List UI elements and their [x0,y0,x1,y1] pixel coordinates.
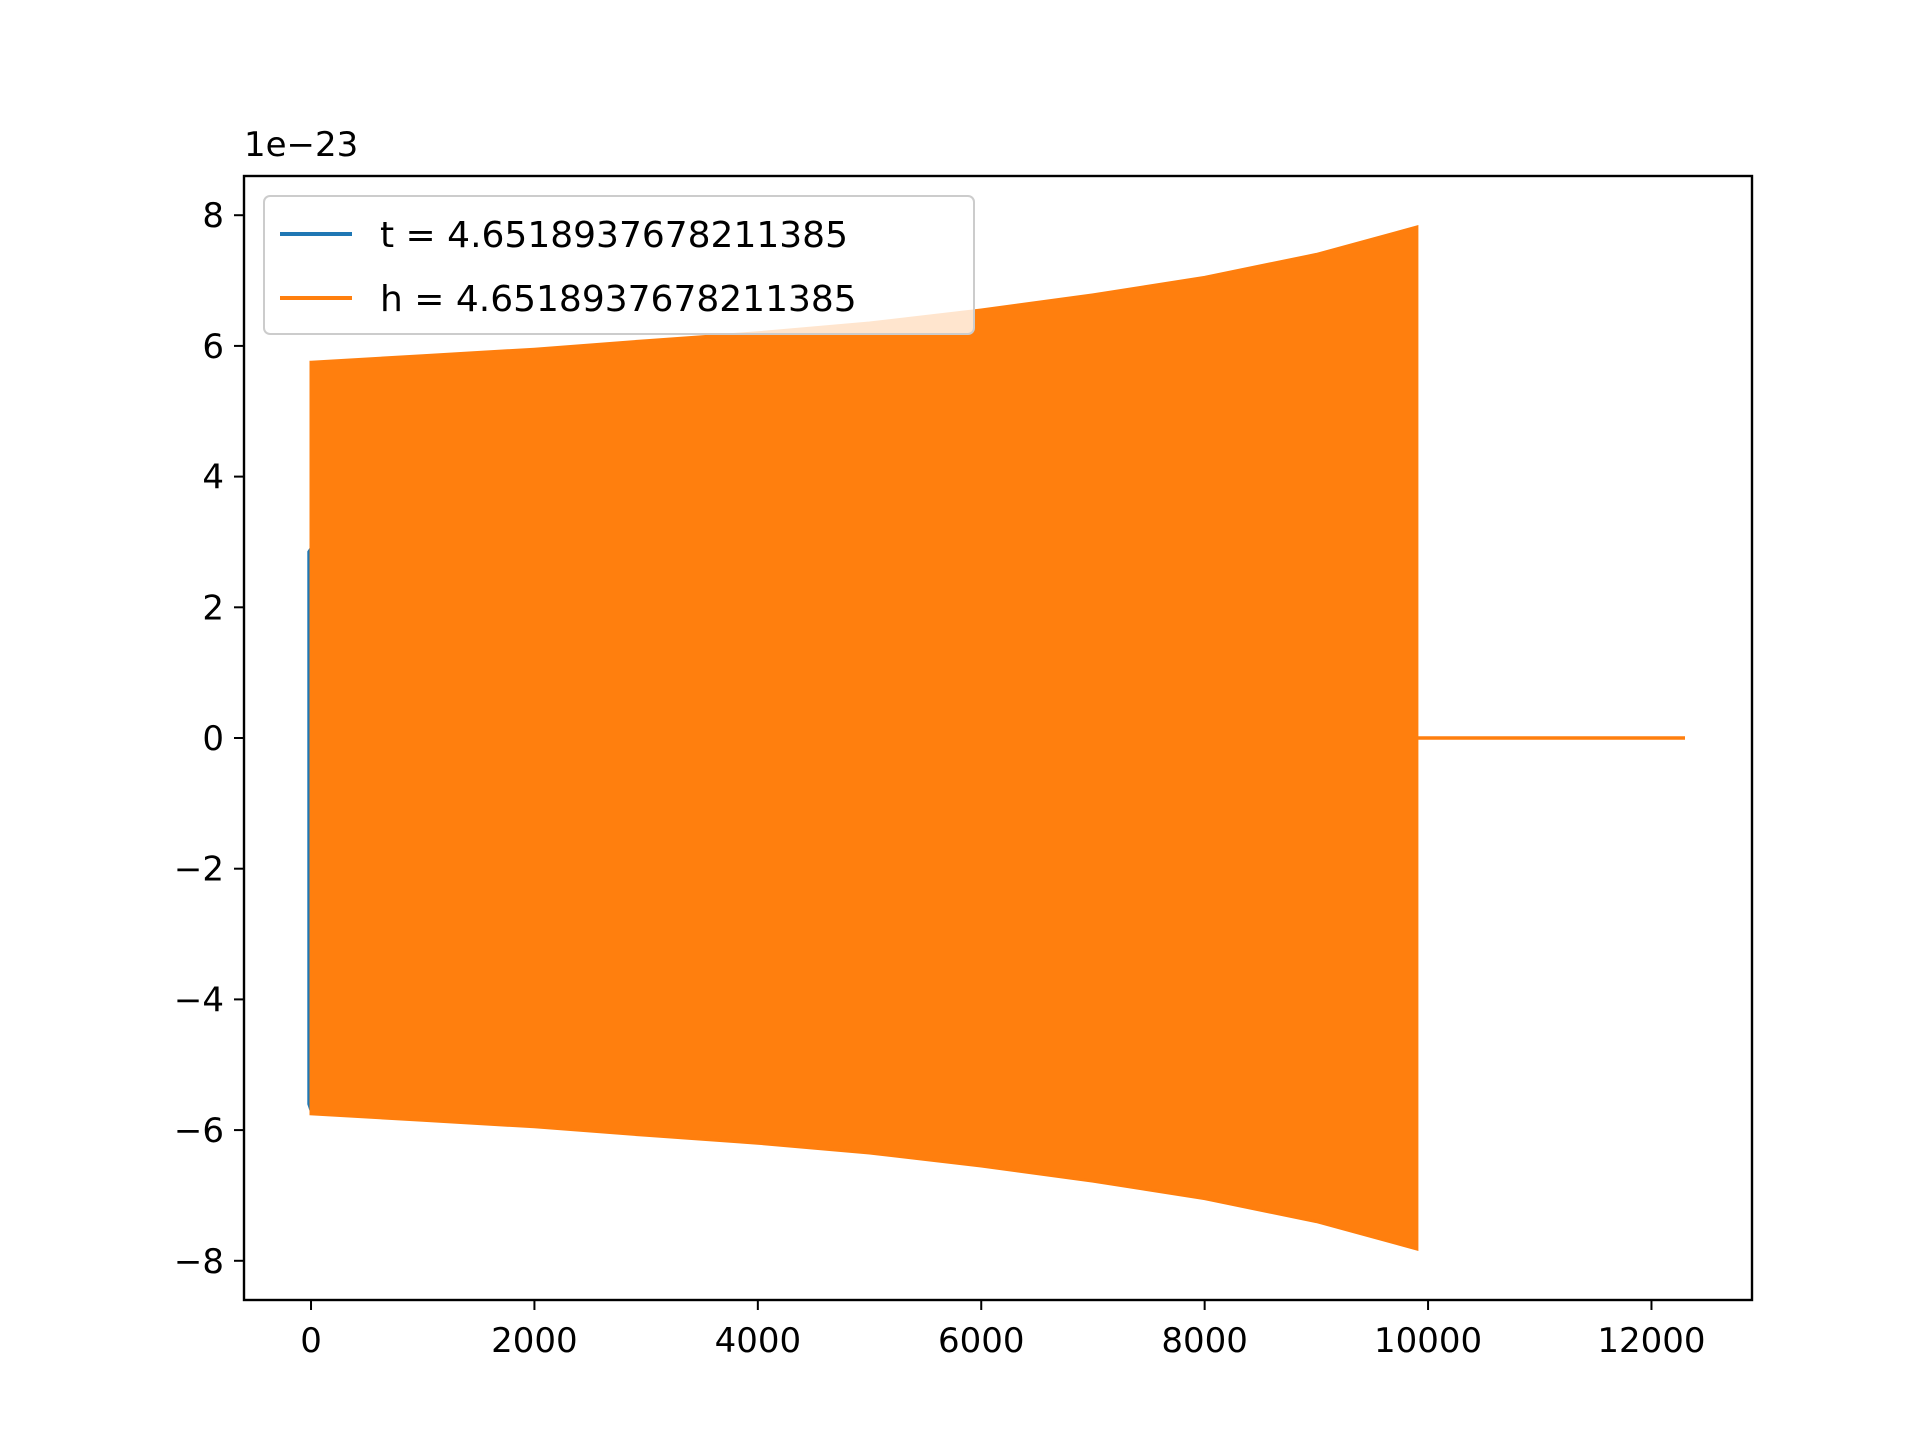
y-tick-label: 6 [202,327,224,367]
legend: t = 4.6518937678211385 h = 4.651893767821… [263,195,975,335]
x-tick-label: 8000 [1161,1321,1248,1361]
y-tick-label: −6 [174,1111,224,1151]
legend-label-0: t = 4.6518937678211385 [380,215,848,256]
y-offset-label: 1e−23 [244,125,358,165]
x-tick-label: 6000 [938,1321,1025,1361]
y-tick-label: 0 [202,719,224,759]
legend-box [263,195,975,335]
series-1-envelope [309,225,1419,1251]
x-axis: 0 2000 4000 6000 8000 10000 12000 [300,1300,1706,1361]
y-axis: 8 6 4 2 0 −2 −4 −6 −8 [174,196,244,1282]
y-tick-label: −4 [174,980,224,1020]
y-tick-label: 4 [202,458,224,498]
legend-label-1: h = 4.6518937678211385 [380,279,857,320]
x-tick-label: 4000 [715,1321,802,1361]
y-tick-label: 8 [202,196,224,236]
x-tick-label: 0 [300,1321,322,1361]
y-tick-label: 2 [202,588,224,628]
y-tick-label: −2 [174,850,224,890]
series-layer [307,225,1685,1251]
y-tick-label: −8 [174,1242,224,1282]
x-tick-label: 10000 [1374,1321,1482,1361]
x-tick-label: 2000 [491,1321,578,1361]
x-tick-label: 12000 [1597,1321,1705,1361]
